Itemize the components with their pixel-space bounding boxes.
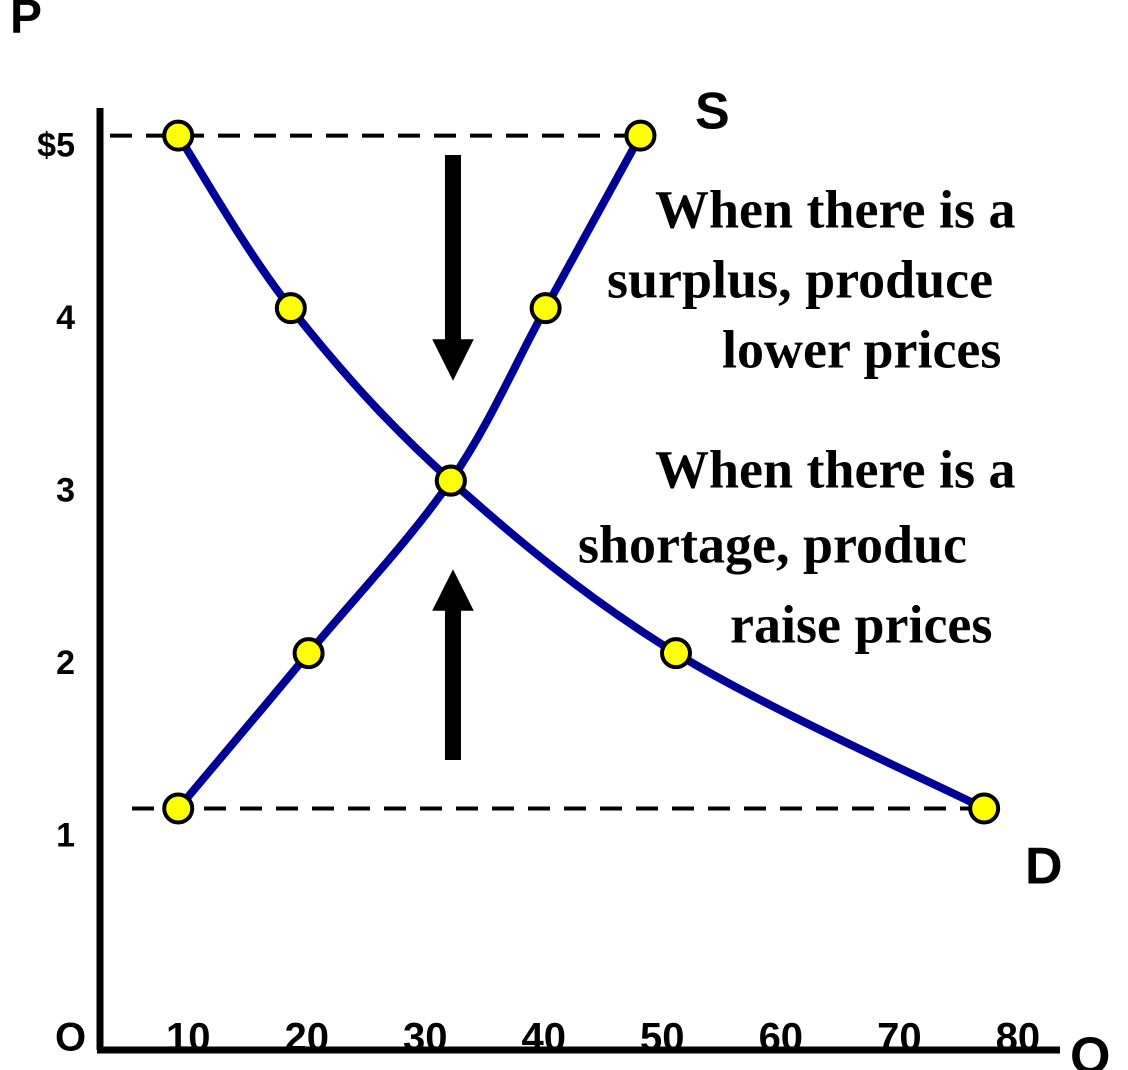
point — [292, 637, 325, 670]
x-tick-label: 20 — [284, 1016, 329, 1060]
y-tick-label: 1 — [56, 817, 75, 855]
annotation: shortage, produc — [578, 514, 967, 574]
point — [162, 792, 195, 825]
annotation: raise prices — [730, 594, 992, 654]
point — [274, 292, 307, 325]
annotation: When there is a — [655, 179, 1016, 239]
point — [162, 119, 195, 152]
x-tick-label: 30 — [403, 1016, 448, 1060]
point — [529, 292, 562, 325]
x-tick-label: 40 — [522, 1016, 567, 1060]
origin-label: O — [55, 1016, 86, 1060]
annotation: surplus, produce — [607, 249, 993, 309]
x-tick-label: 50 — [640, 1016, 685, 1060]
point — [434, 464, 467, 497]
curve — [174, 133, 986, 813]
point — [968, 792, 1001, 825]
x-axis-label: Q — [1070, 1028, 1110, 1070]
x-tick-label: 60 — [759, 1016, 804, 1060]
x-tick-label: 80 — [996, 1016, 1041, 1060]
y-axis-label: P — [10, 0, 42, 44]
x-tick-label: 10 — [166, 1016, 211, 1060]
series-label: S — [695, 83, 730, 141]
point — [624, 119, 657, 152]
y-tick-label: 3 — [56, 472, 75, 510]
annotation: lower prices — [722, 319, 1001, 379]
y-tick-label: 4 — [56, 299, 75, 337]
series-label: D — [1025, 838, 1063, 896]
x-tick-label: 70 — [877, 1016, 922, 1060]
point — [660, 637, 692, 670]
y-tick-label: 2 — [56, 644, 75, 682]
annotation: When there is a — [655, 439, 1016, 499]
curve — [175, 133, 644, 812]
y-tick-label: $5 — [37, 127, 75, 165]
